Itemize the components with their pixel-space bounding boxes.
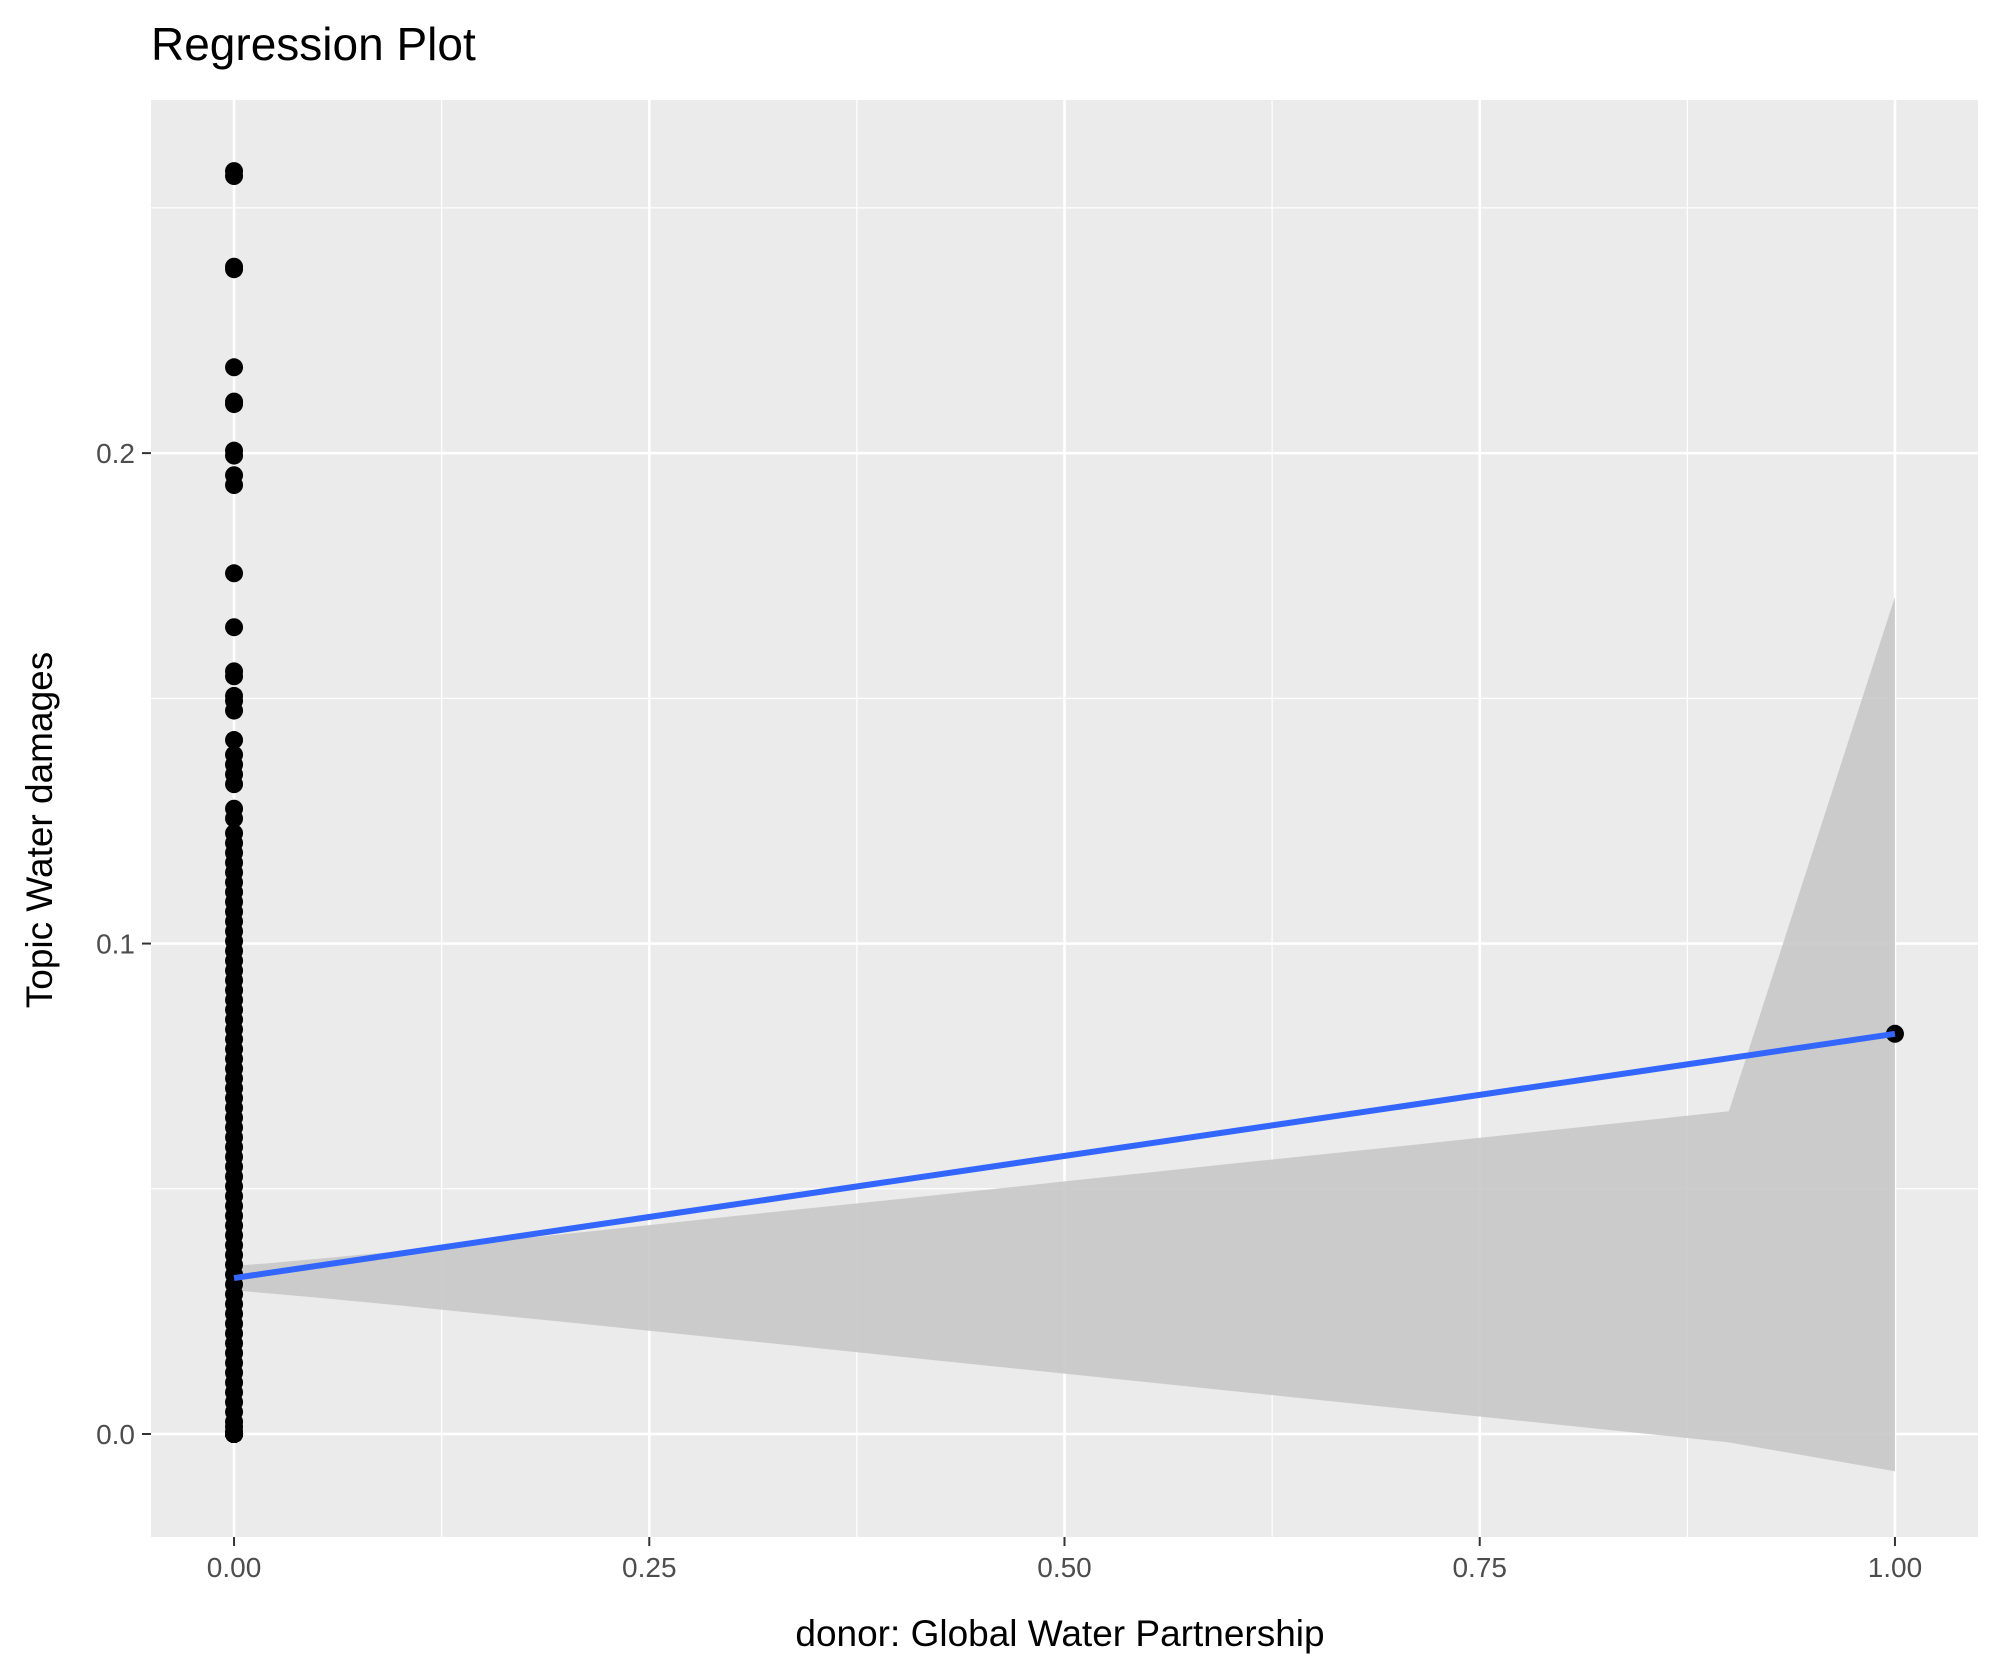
data-point bbox=[225, 395, 244, 414]
x-axis-title: donor: Global Water Partnership bbox=[795, 1613, 1324, 1654]
data-point bbox=[225, 475, 244, 494]
confidence-band bbox=[234, 596, 1895, 1472]
x-tick-label: 1.00 bbox=[1868, 1552, 1923, 1583]
data-point bbox=[225, 809, 244, 828]
data-point bbox=[225, 731, 244, 750]
data-point bbox=[225, 260, 244, 279]
data-point bbox=[225, 1425, 244, 1444]
data-point bbox=[225, 618, 244, 637]
x-axis: 0.00 0.25 0.50 0.75 1.00 bbox=[207, 1537, 1922, 1583]
x-tick-label: 0.25 bbox=[622, 1552, 677, 1583]
data-point bbox=[225, 358, 244, 377]
data-point bbox=[225, 775, 244, 794]
data-point bbox=[225, 564, 244, 583]
data-point bbox=[225, 667, 244, 686]
y-axis: 0.0 0.1 0.2 bbox=[96, 438, 151, 1450]
data-point bbox=[225, 167, 244, 186]
regression-line bbox=[233, 1030, 1896, 1282]
data-point bbox=[225, 446, 244, 465]
data-point bbox=[225, 701, 244, 720]
chart-title: Regression Plot bbox=[151, 18, 476, 70]
y-tick-label: 0.0 bbox=[96, 1419, 135, 1450]
y-tick-label: 0.1 bbox=[96, 929, 135, 960]
y-tick-label: 0.2 bbox=[96, 438, 135, 469]
y-axis-title: Topic Water damages bbox=[19, 652, 60, 1008]
x-tick-label: 0.75 bbox=[1452, 1552, 1507, 1583]
x-tick-label: 0.50 bbox=[1037, 1552, 1092, 1583]
x-tick-label: 0.00 bbox=[207, 1552, 262, 1583]
